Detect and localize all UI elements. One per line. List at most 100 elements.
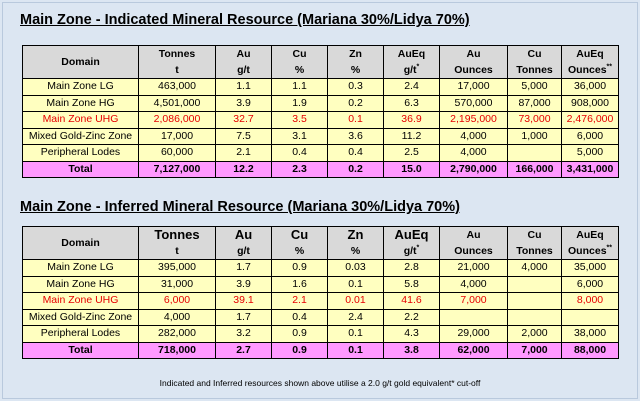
column-header: Tonnes t (138, 45, 216, 79)
value-cell (561, 308, 619, 326)
column-header: Cu% (271, 226, 328, 260)
value-cell: 2,195,000 (439, 111, 508, 129)
value-cell: 2.1 (215, 144, 272, 162)
value-cell: 0.4 (271, 144, 328, 162)
domain-cell: Total (22, 341, 139, 359)
value-cell: 1.7 (215, 308, 272, 326)
value-cell: 0.4 (327, 144, 384, 162)
column-header-top: Zn (347, 227, 364, 243)
column-header: Tonnes t (138, 226, 216, 260)
column-header-top: Tonnes (158, 48, 196, 60)
column-header-top: Domain (61, 56, 100, 68)
value-cell: 2.5 (383, 144, 440, 162)
domain-cell: Main Zone LG (22, 78, 139, 96)
value-cell: 3.2 (215, 325, 272, 343)
value-cell: 0.1 (327, 111, 384, 129)
column-header-top: Tonnes (154, 227, 200, 243)
column-header-bottom: g/t (237, 245, 250, 257)
column-header: AuEq g/t* (383, 45, 440, 79)
column-header-bottom: t (175, 64, 179, 76)
indicated-resource-table: Domain Tonnes t Au g/t Cu% Zn% AuEq g/t* Au Ounces… (22, 45, 619, 178)
column-header-top: Au (236, 48, 251, 60)
domain-cell: Mixed Gold-Zinc Zone (22, 308, 139, 326)
value-cell: 12.2 (215, 160, 272, 178)
value-cell (507, 308, 562, 326)
column-header-bottom: Ounces (454, 245, 493, 257)
value-cell: 0.1 (327, 275, 384, 293)
value-cell: 2.3 (271, 160, 328, 178)
table-row: Peripheral Lodes 282,000 3.2 0.9 0.1 4.3 29,00… (22, 325, 619, 343)
domain-cell: Main Zone LG (22, 259, 139, 277)
column-header: Cu Tonnes (507, 45, 562, 79)
column-header-top: Au (234, 227, 253, 243)
table-row: Mixed Gold-Zinc Zone 17,000 7.5 3.1 3.6 11.2 4… (22, 127, 619, 145)
column-header: Zn% (327, 45, 384, 79)
value-cell: 60,000 (138, 144, 216, 162)
column-header-bottom: % (294, 245, 305, 257)
value-cell: 5.8 (383, 275, 440, 293)
value-cell: 2,790,000 (439, 160, 508, 178)
table-row: Main Zone UHG 6,000 39.1 2.1 0.01 41.6 7,000 8,… (22, 292, 619, 310)
table-row: Mixed Gold-Zinc Zone 4,000 1.7 0.4 2.4 2.2 (22, 308, 619, 326)
column-header-bottom: Ounces** (568, 63, 612, 77)
domain-cell: Main Zone HG (22, 275, 139, 293)
column-header: AuEq Ounces** (561, 45, 619, 79)
value-cell: 2,476,000 (561, 111, 619, 129)
value-cell: 2.7 (215, 341, 272, 359)
value-cell: 35,000 (561, 259, 619, 277)
value-cell: 3.1 (271, 127, 328, 145)
value-cell: 1.6 (271, 275, 328, 293)
table-row: Main Zone HG 31,000 3.9 1.6 0.1 5.8 4,000 6,000 (22, 275, 619, 293)
value-cell: 1.7 (215, 259, 272, 277)
domain-cell: Total (22, 160, 139, 178)
value-cell: 1.1 (271, 78, 328, 96)
column-header: Cu% (271, 45, 328, 79)
value-cell: 6,000 (561, 127, 619, 145)
value-cell: 2.4 (383, 78, 440, 96)
value-cell (507, 275, 562, 293)
column-header-top: AuEq (397, 48, 426, 60)
table-row: Peripheral Lodes 60,000 2.1 0.4 0.4 2.5 4,000 5… (22, 144, 619, 162)
column-header-top: Au (466, 48, 481, 60)
value-cell: 7,000 (507, 341, 562, 359)
column-header-top: Cu (290, 227, 309, 243)
value-cell: 3.6 (327, 127, 384, 145)
domain-cell: Mixed Gold-Zinc Zone (22, 127, 139, 145)
value-cell: 7,000 (439, 292, 508, 310)
value-cell: 62,000 (439, 341, 508, 359)
value-cell: 11.2 (383, 127, 440, 145)
column-header-top: AuEq (576, 48, 604, 60)
value-cell: 87,000 (507, 94, 562, 112)
value-cell: 73,000 (507, 111, 562, 129)
value-cell: 17,000 (439, 78, 508, 96)
value-cell: 29,000 (439, 325, 508, 343)
value-cell: 2,000 (507, 325, 562, 343)
table-row: Main Zone LG 463,000 1.1 1.1 0.3 2.4 17,000 5,0… (22, 78, 619, 96)
value-cell: 5,000 (507, 78, 562, 96)
value-cell: 41.6 (383, 292, 440, 310)
column-header: Au Ounces (439, 226, 508, 260)
value-cell: 21,000 (439, 259, 508, 277)
column-header-top: Cu (527, 48, 542, 60)
total-row: Total 7,127,000 12.2 2.3 0.2 15.0 2,790,000 166… (22, 160, 619, 178)
column-header: Au g/t (215, 45, 272, 79)
inferred-resource-title: Main Zone - Inferred Mineral Resource (M… (20, 199, 460, 215)
value-cell: 570,000 (439, 94, 508, 112)
column-header: Domain (22, 45, 139, 79)
domain-cell: Peripheral Lodes (22, 325, 139, 343)
value-cell: 4,000 (439, 144, 508, 162)
value-cell: 3.9 (215, 94, 272, 112)
column-header: AuEq g/t* (383, 226, 440, 260)
column-header-top: Au (466, 229, 481, 241)
value-cell: 0.3 (327, 78, 384, 96)
value-cell: 2.1 (271, 292, 328, 310)
value-cell: 0.9 (271, 259, 328, 277)
column-header-bottom: Ounces** (568, 244, 612, 258)
value-cell: 4,000 (439, 127, 508, 145)
value-cell: 463,000 (138, 78, 216, 96)
value-cell: 7.5 (215, 127, 272, 145)
value-cell: 39.1 (215, 292, 272, 310)
value-cell: 7,127,000 (138, 160, 216, 178)
total-row: Total 718,000 2.7 0.9 0.1 3.8 62,000 7,000 88,00… (22, 341, 619, 359)
column-header-bottom: t (175, 245, 179, 257)
